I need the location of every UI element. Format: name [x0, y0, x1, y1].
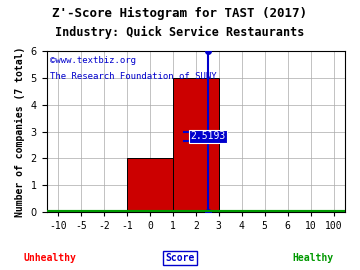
Text: ©www.textbiz.org: ©www.textbiz.org: [50, 56, 136, 65]
Text: The Research Foundation of SUNY: The Research Foundation of SUNY: [50, 72, 216, 81]
Text: Healthy: Healthy: [293, 253, 334, 263]
Y-axis label: Number of companies (7 total): Number of companies (7 total): [15, 46, 25, 217]
Text: 2.5193: 2.5193: [190, 131, 225, 141]
Text: Score: Score: [165, 253, 195, 263]
Bar: [173, 78, 219, 212]
Text: Unhealthy: Unhealthy: [24, 253, 77, 263]
Bar: [127, 158, 173, 212]
Text: Z'-Score Histogram for TAST (2017): Z'-Score Histogram for TAST (2017): [53, 7, 307, 20]
Text: Industry: Quick Service Restaurants: Industry: Quick Service Restaurants: [55, 26, 305, 39]
